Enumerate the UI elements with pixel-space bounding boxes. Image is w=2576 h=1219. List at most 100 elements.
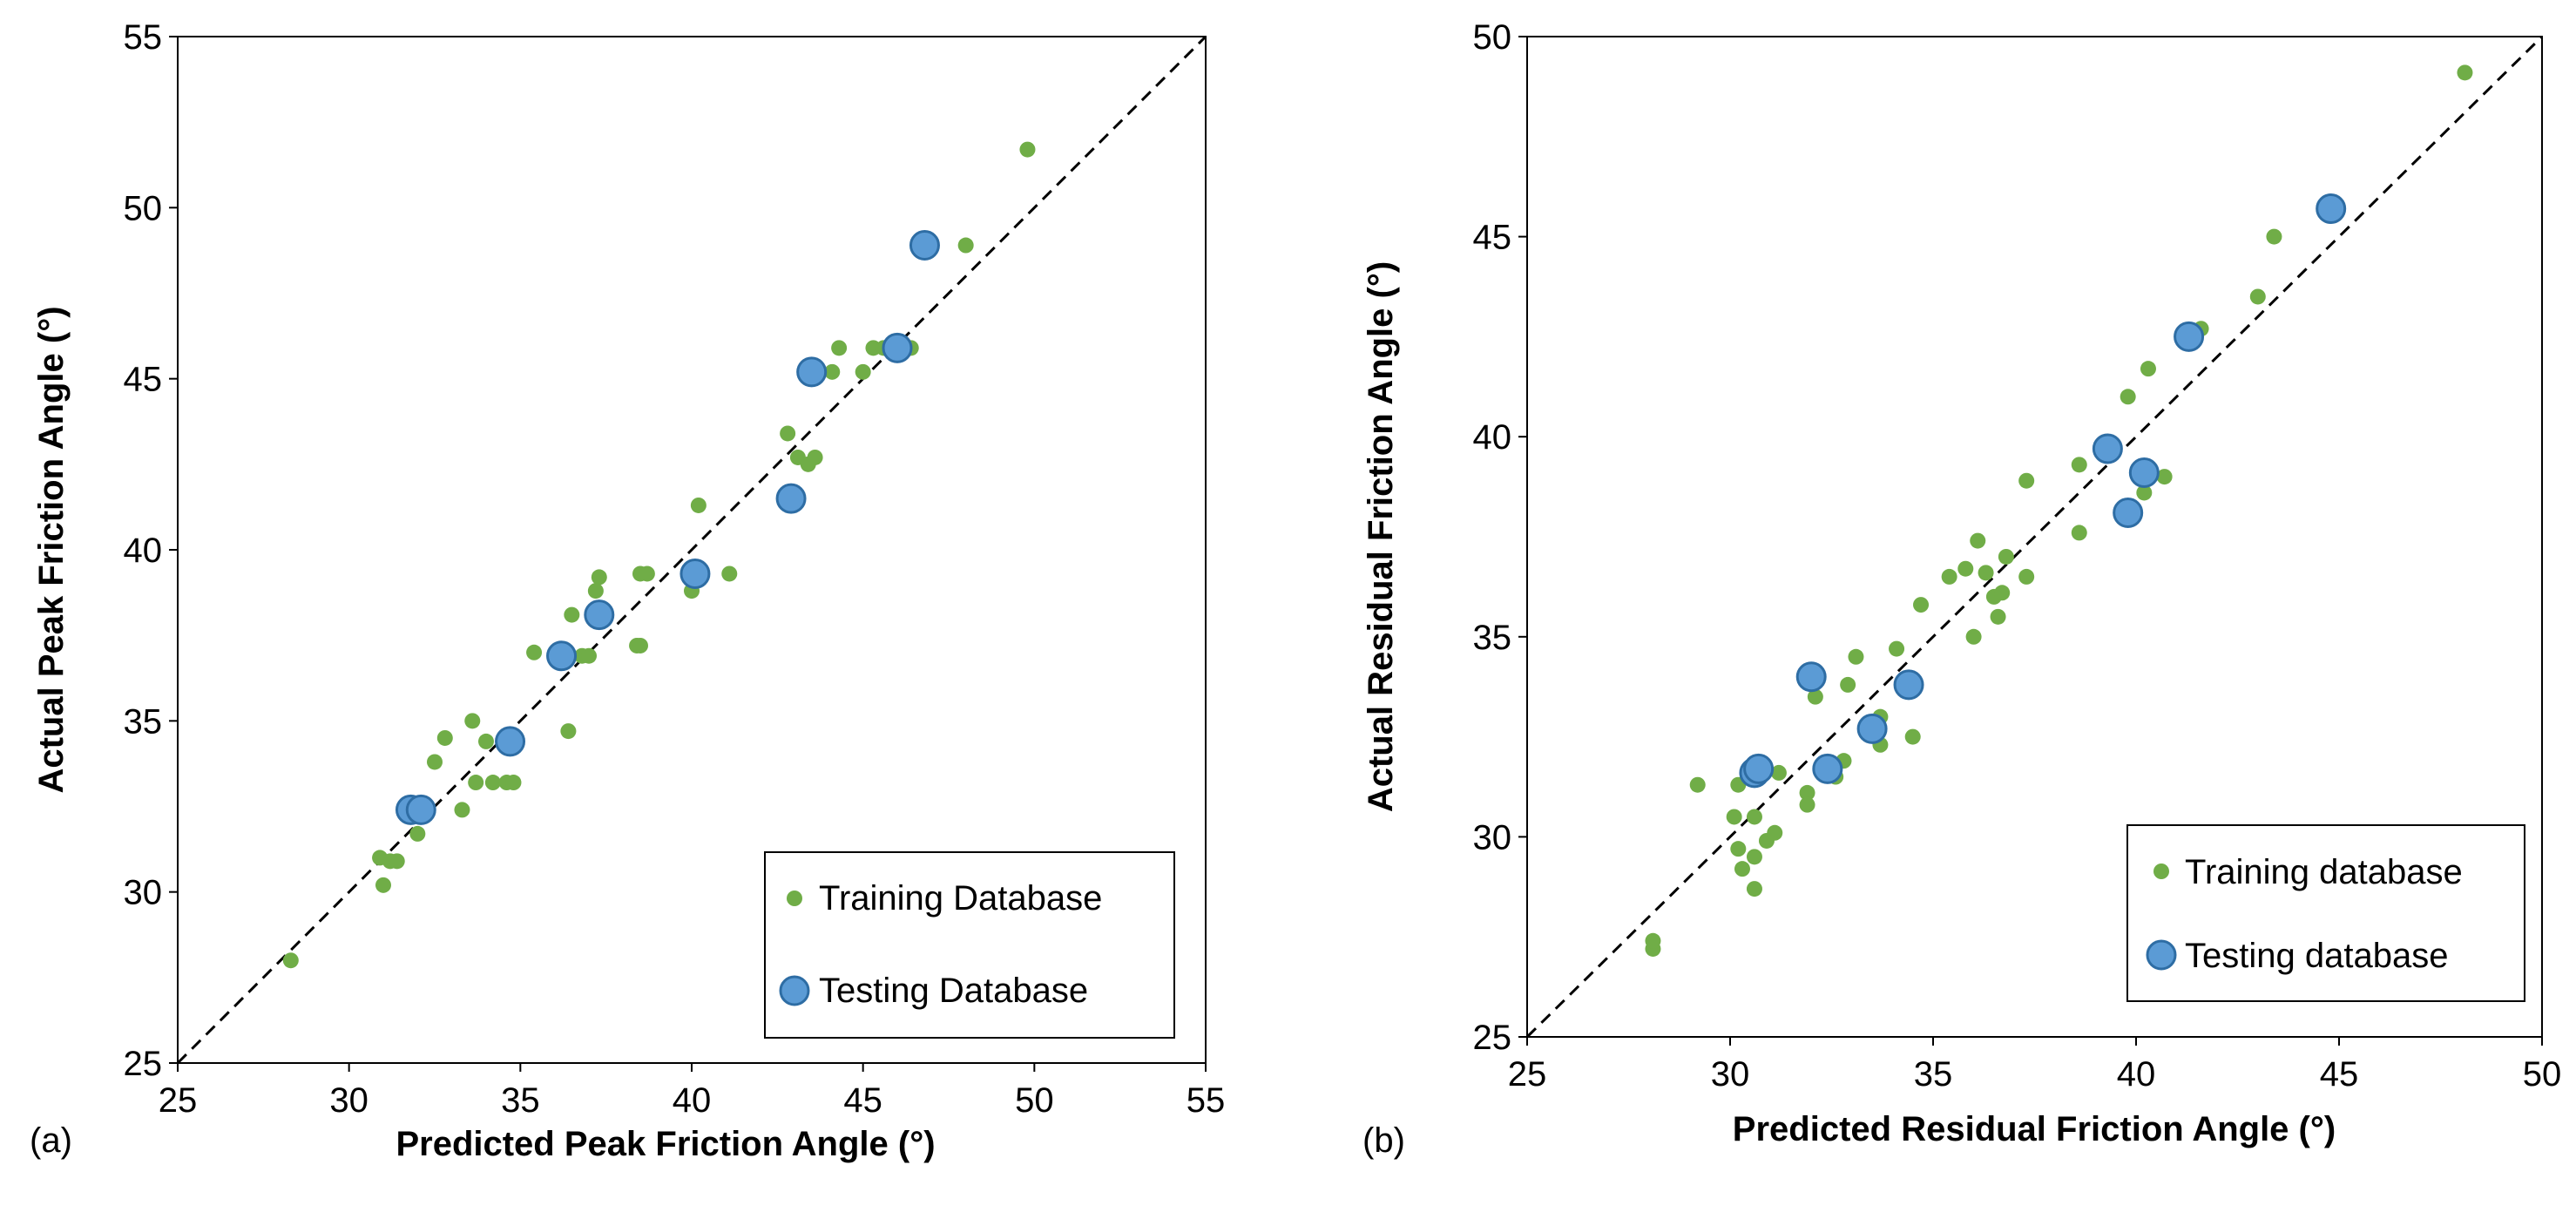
training-point — [831, 340, 848, 356]
chart-panel-b: 25 30 35 40 45 50 25 30 35 40 45 50 Training datab… — [1362, 18, 2561, 1160]
training-point — [454, 802, 470, 818]
testing-point — [1795, 661, 1827, 693]
testing-point — [2092, 433, 2123, 464]
training-series — [282, 141, 1036, 969]
testing-point — [584, 599, 615, 631]
training-point — [1767, 824, 1783, 841]
y-tick-label: 25 — [124, 1045, 163, 1083]
training-point — [780, 425, 796, 442]
training-point — [1730, 841, 1747, 857]
x-tick-label: 25 — [159, 1081, 198, 1120]
training-point — [436, 729, 453, 746]
training-point — [560, 723, 577, 740]
legend: Training Database Testing Database — [764, 851, 1175, 1039]
training-point — [1799, 784, 1815, 801]
training-point — [639, 565, 655, 582]
training-point — [2018, 472, 2035, 489]
training-point — [2018, 568, 2035, 585]
x-tick-label: 30 — [329, 1081, 368, 1120]
x-tick-label: 45 — [2320, 1055, 2359, 1094]
testing-point — [495, 726, 526, 757]
training-point — [2266, 228, 2282, 245]
training-point — [1645, 932, 1661, 949]
y-tick-label: 50 — [124, 189, 163, 227]
testing-point — [1812, 753, 1843, 784]
training-point — [1889, 640, 1905, 657]
x-tick-label: 40 — [2117, 1055, 2156, 1094]
training-point — [721, 565, 738, 582]
training-series — [1645, 64, 2473, 957]
legend: Training database Testing database — [2126, 824, 2525, 1002]
training-point — [1689, 776, 1706, 793]
testing-point — [882, 332, 913, 363]
training-point — [1941, 568, 1957, 585]
testing-point — [679, 558, 711, 589]
y-tick-label: 50 — [1473, 18, 1512, 57]
training-point — [1734, 861, 1750, 877]
training-point — [375, 877, 391, 893]
training-point — [1746, 881, 1762, 897]
training-point — [564, 606, 580, 623]
training-point — [478, 733, 494, 749]
testing-point — [909, 230, 940, 261]
training-point — [1746, 809, 1762, 825]
training-point — [484, 775, 501, 791]
legend-testing-label: Testing Database — [819, 972, 1088, 1010]
training-point — [2120, 389, 2136, 405]
y-tick-label: 35 — [124, 702, 163, 741]
training-point — [2457, 64, 2473, 81]
testing-point — [775, 483, 807, 514]
testing-point — [1743, 753, 1775, 784]
legend-box — [764, 851, 1175, 1039]
training-point — [591, 569, 607, 586]
testing-series — [1739, 193, 2347, 789]
legend-training-marker — [2153, 863, 2169, 879]
training-point — [581, 647, 597, 664]
testing-point — [1893, 669, 1924, 701]
training-point — [464, 713, 481, 729]
y-tick-label: 55 — [124, 18, 163, 57]
training-point — [1807, 688, 1823, 705]
y-tick-label: 25 — [1473, 1019, 1512, 1057]
training-point — [1965, 628, 1982, 645]
x-tick-label: 30 — [1711, 1055, 1750, 1094]
testing-point — [2174, 321, 2205, 352]
legend-training-label: Training database — [2185, 853, 2463, 891]
training-point — [855, 363, 871, 380]
y-axis-title: Actual Peak Friction Angle (°) — [32, 306, 71, 793]
x-tick-label: 50 — [1015, 1081, 1054, 1120]
legend-training-marker — [787, 891, 802, 906]
y-tick-label: 30 — [1473, 818, 1512, 857]
training-point — [409, 825, 426, 842]
x-tick-label: 35 — [1914, 1055, 1953, 1094]
training-point — [1970, 532, 1986, 549]
legend-box — [2126, 824, 2525, 1002]
testing-point — [796, 356, 828, 388]
training-point — [1990, 608, 2006, 625]
training-point — [824, 363, 841, 380]
training-point — [1840, 676, 1856, 693]
x-tick-label: 25 — [1508, 1055, 1547, 1094]
training-point — [282, 952, 299, 969]
y-tick-label: 35 — [1473, 619, 1512, 657]
chart-panel-a: 25 30 35 40 45 50 55 25 30 35 40 45 50 55 Training D… — [30, 18, 1225, 1163]
x-tick-label: 35 — [501, 1081, 540, 1120]
training-point — [2156, 469, 2173, 485]
training-point — [2249, 288, 2266, 305]
x-axis-title: Predicted Residual Friction Angle (°) — [1733, 1110, 2336, 1148]
training-point — [389, 853, 405, 870]
y-tick-label: 40 — [1473, 418, 1512, 457]
testing-point — [546, 640, 578, 672]
testing-point — [405, 794, 436, 825]
training-point — [505, 775, 522, 791]
training-point — [1978, 565, 1994, 581]
y-tick-label: 40 — [124, 532, 163, 570]
training-point — [1019, 141, 1036, 158]
training-point — [427, 754, 443, 770]
identity-reference-line — [1525, 35, 2544, 1039]
training-point — [1799, 796, 1815, 813]
legend-testing-label: Testing database — [2185, 937, 2448, 975]
testing-point — [2316, 193, 2347, 224]
y-tick-label: 45 — [124, 361, 163, 399]
